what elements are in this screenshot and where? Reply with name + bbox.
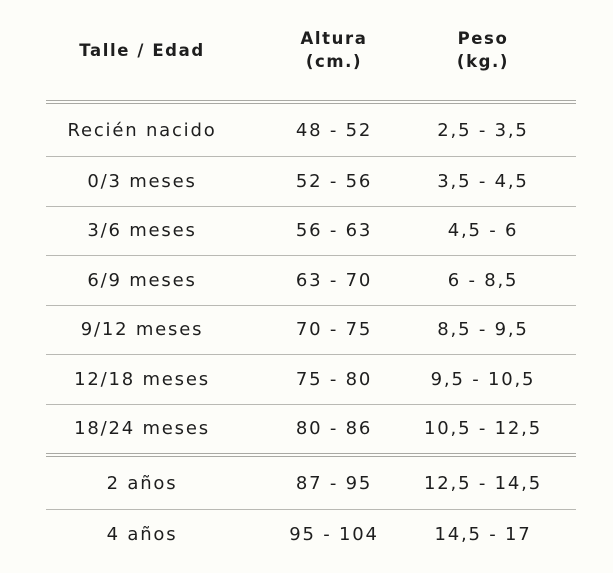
row-weight: 14,5 - 17 [434, 523, 532, 545]
header-size: Talle / Edad [79, 40, 205, 60]
row-size: 9/12 meses [80, 319, 204, 341]
row-height: 70 - 75 [295, 319, 373, 341]
table-row: 2 años 87 - 95 12,5 - 14,5 [46, 457, 576, 509]
row-size: 2 años [106, 472, 178, 494]
row-height: 75 - 80 [295, 368, 373, 390]
table-row: Recién nacido 48 - 52 2,5 - 3,5 [46, 104, 576, 156]
row-height: 52 - 56 [295, 170, 373, 192]
row-size: 3/6 meses [87, 220, 197, 242]
row-weight: 9,5 - 10,5 [430, 368, 536, 390]
row-height: 56 - 63 [295, 220, 373, 242]
row-divider [46, 205, 576, 207]
row-size: 12/18 meses [74, 368, 210, 390]
row-height: 63 - 70 [295, 269, 373, 291]
row-height: 48 - 52 [295, 119, 373, 141]
row-height: 95 - 104 [289, 523, 379, 545]
row-weight: 12,5 - 14,5 [424, 472, 542, 494]
group-divider [46, 453, 576, 457]
header-divider [46, 100, 576, 104]
table-row: 12/18 meses 75 - 80 9,5 - 10,5 [46, 355, 576, 404]
row-weight: 4,5 - 6 [447, 220, 519, 242]
row-divider [46, 156, 576, 157]
table-row: 9/12 meses 70 - 75 8,5 - 9,5 [46, 306, 576, 355]
row-divider [46, 403, 576, 405]
row-size: Recién nacido [67, 119, 217, 141]
row-size: 6/9 meses [87, 269, 197, 291]
table-row: 18/24 meses 80 - 86 10,5 - 12,5 [46, 405, 576, 454]
row-height: 87 - 95 [295, 472, 373, 494]
table-row: 4 años 95 - 104 14,5 - 17 [46, 510, 576, 559]
row-divider [46, 354, 576, 355]
table-row: 6/9 meses 63 - 70 6 - 8,5 [46, 256, 576, 305]
row-height: 80 - 86 [295, 418, 373, 440]
table-row: 3/6 meses 56 - 63 4,5 - 6 [46, 207, 576, 256]
header-weight: Peso (kg.) [456, 29, 510, 71]
row-divider [46, 255, 576, 256]
row-divider [46, 304, 576, 306]
header-height: Altura (cm.) [300, 29, 368, 71]
table-header: Talle / Edad Altura (cm.) Peso (kg.) [46, 0, 576, 100]
row-size: 4 años [106, 523, 178, 545]
row-weight: 8,5 - 9,5 [437, 319, 529, 341]
size-chart-table: Talle / Edad Altura (cm.) Peso (kg.) Rec… [46, 0, 576, 559]
row-divider [46, 509, 576, 510]
row-size: 18/24 meses [74, 418, 210, 440]
row-size: 0/3 meses [87, 170, 197, 192]
row-weight: 3,5 - 4,5 [437, 170, 529, 192]
table-row: 0/3 meses 52 - 56 3,5 - 4,5 [46, 157, 576, 206]
row-weight: 10,5 - 12,5 [424, 418, 542, 440]
row-weight: 6 - 8,5 [447, 269, 519, 291]
row-weight: 2,5 - 3,5 [437, 119, 529, 141]
